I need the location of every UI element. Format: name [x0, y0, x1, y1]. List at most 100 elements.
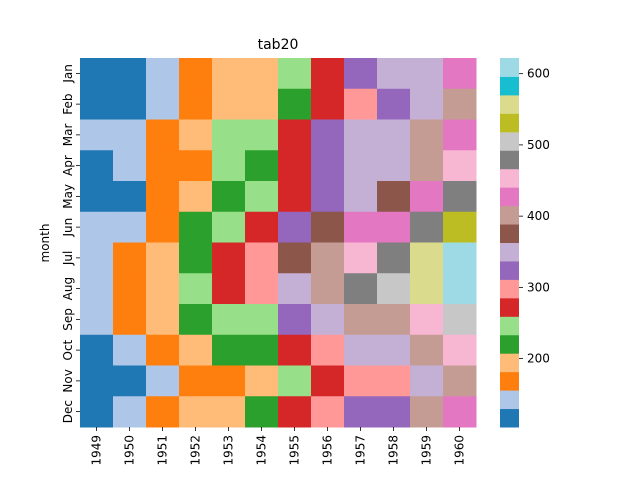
heatmap-cell: [245, 88, 279, 120]
heatmap-cell: [146, 396, 180, 428]
heatmap-cell: [410, 334, 444, 366]
x-tick-label: 1955: [288, 435, 302, 466]
colorbar-segment: [500, 297, 519, 317]
heatmap-cell: [278, 242, 312, 274]
heatmap-cell: [179, 334, 213, 366]
heatmap-cell: [212, 88, 246, 120]
y-tick-label: Jul: [61, 251, 75, 266]
heatmap-cell: [146, 334, 180, 366]
x-tick-label: 1952: [189, 435, 203, 466]
colorbar-segment: [500, 76, 519, 96]
heatmap-cell: [410, 181, 444, 213]
heatmap-cell: [311, 273, 345, 305]
heatmap-cell: [113, 273, 147, 305]
heatmap-cell: [443, 365, 477, 397]
x-tick-label: 1953: [222, 435, 236, 466]
x-axis-ticks: 1949 1950 1951 1952 1953 1954 1955 1956 1957 1958…: [90, 427, 467, 466]
heatmap-cell: [212, 334, 246, 366]
heatmap-cell: [179, 181, 213, 213]
heatmap-cell: [443, 304, 477, 336]
y-tick-label: Feb: [61, 94, 75, 115]
heatmap-cell: [377, 334, 411, 366]
heatmap-cell: [179, 242, 213, 274]
heatmap-cell: [80, 273, 114, 305]
y-tick-label: Aug: [61, 277, 75, 300]
heatmap-cell: [311, 181, 345, 213]
x-tick-label: 1951: [156, 435, 170, 466]
heatmap-cell: [113, 365, 147, 397]
x-tick-label: 1957: [354, 435, 368, 466]
heatmap-cell: [245, 396, 279, 428]
heatmap-cell: [443, 88, 477, 120]
heatmap-cell: [113, 304, 147, 336]
heatmap-cell: [212, 365, 246, 397]
colorbar-segment: [500, 187, 519, 207]
heatmap-cell: [344, 150, 378, 182]
y-tick-label: Sep: [61, 308, 75, 331]
heatmap-cell: [410, 58, 444, 90]
heatmap-cell: [212, 150, 246, 182]
heatmap-cell: [146, 211, 180, 243]
heatmap-cell: [377, 181, 411, 213]
heatmap-cells: [80, 58, 477, 428]
heatmap-cell: [278, 273, 312, 305]
heatmap-cell: [344, 181, 378, 213]
heatmap-cell: [245, 211, 279, 243]
colorbar-segment: [500, 205, 519, 225]
colorbar-segment: [500, 316, 519, 336]
heatmap-cell: [311, 119, 345, 151]
heatmap-cell: [443, 150, 477, 182]
heatmap-cell: [245, 242, 279, 274]
heatmap-cell: [443, 119, 477, 151]
heatmap-cell: [146, 58, 180, 90]
heatmap-cell: [113, 119, 147, 151]
heatmap-cell: [179, 304, 213, 336]
heatmap-cell: [113, 211, 147, 243]
heatmap-cell: [344, 119, 378, 151]
heatmap-cell: [179, 58, 213, 90]
heatmap-cell: [311, 334, 345, 366]
x-tick-label: 1960: [453, 435, 467, 466]
heatmap-cell: [146, 365, 180, 397]
heatmap-cell: [245, 58, 279, 90]
heatmap-cell: [377, 242, 411, 274]
heatmap-cell: [410, 88, 444, 120]
colorbar-ticks: 200 300 400 500 600: [519, 67, 550, 366]
colorbar-segment: [500, 168, 519, 188]
heatmap-cell: [377, 273, 411, 305]
heatmap-cell: [212, 304, 246, 336]
heatmap-cell: [377, 365, 411, 397]
heatmap-cell: [179, 211, 213, 243]
heatmap-cell: [80, 150, 114, 182]
heatmap-cell: [344, 211, 378, 243]
heatmap-cell: [377, 211, 411, 243]
colorbar-segment: [500, 260, 519, 280]
colorbar-tick-label: 200: [527, 352, 550, 366]
heatmap-cell: [443, 273, 477, 305]
x-tick-label: 1958: [387, 435, 401, 466]
heatmap-cell: [377, 396, 411, 428]
heatmap-cell: [80, 396, 114, 428]
heatmap-cell: [146, 273, 180, 305]
heatmap-cell: [179, 365, 213, 397]
colorbar-tick-label: 500: [527, 138, 550, 152]
heatmap-cell: [410, 304, 444, 336]
colorbar-segment: [500, 371, 519, 391]
heatmap-cell: [410, 150, 444, 182]
heatmap-cell: [377, 88, 411, 120]
heatmap-cell: [278, 58, 312, 90]
heatmap-cell: [443, 396, 477, 428]
heatmap-cell: [113, 334, 147, 366]
heatmap-cell: [113, 396, 147, 428]
colorbar-tick-label: 600: [527, 67, 550, 81]
heatmap-cell: [245, 365, 279, 397]
heatmap-cell: [278, 181, 312, 213]
heatmap-cell: [377, 150, 411, 182]
heatmap-cell: [344, 396, 378, 428]
heatmap-cell: [344, 334, 378, 366]
heatmap-cell: [80, 242, 114, 274]
heatmap-cell: [212, 58, 246, 90]
heatmap-cell: [344, 304, 378, 336]
heatmap-cell: [443, 334, 477, 366]
heatmap-cell: [443, 242, 477, 274]
